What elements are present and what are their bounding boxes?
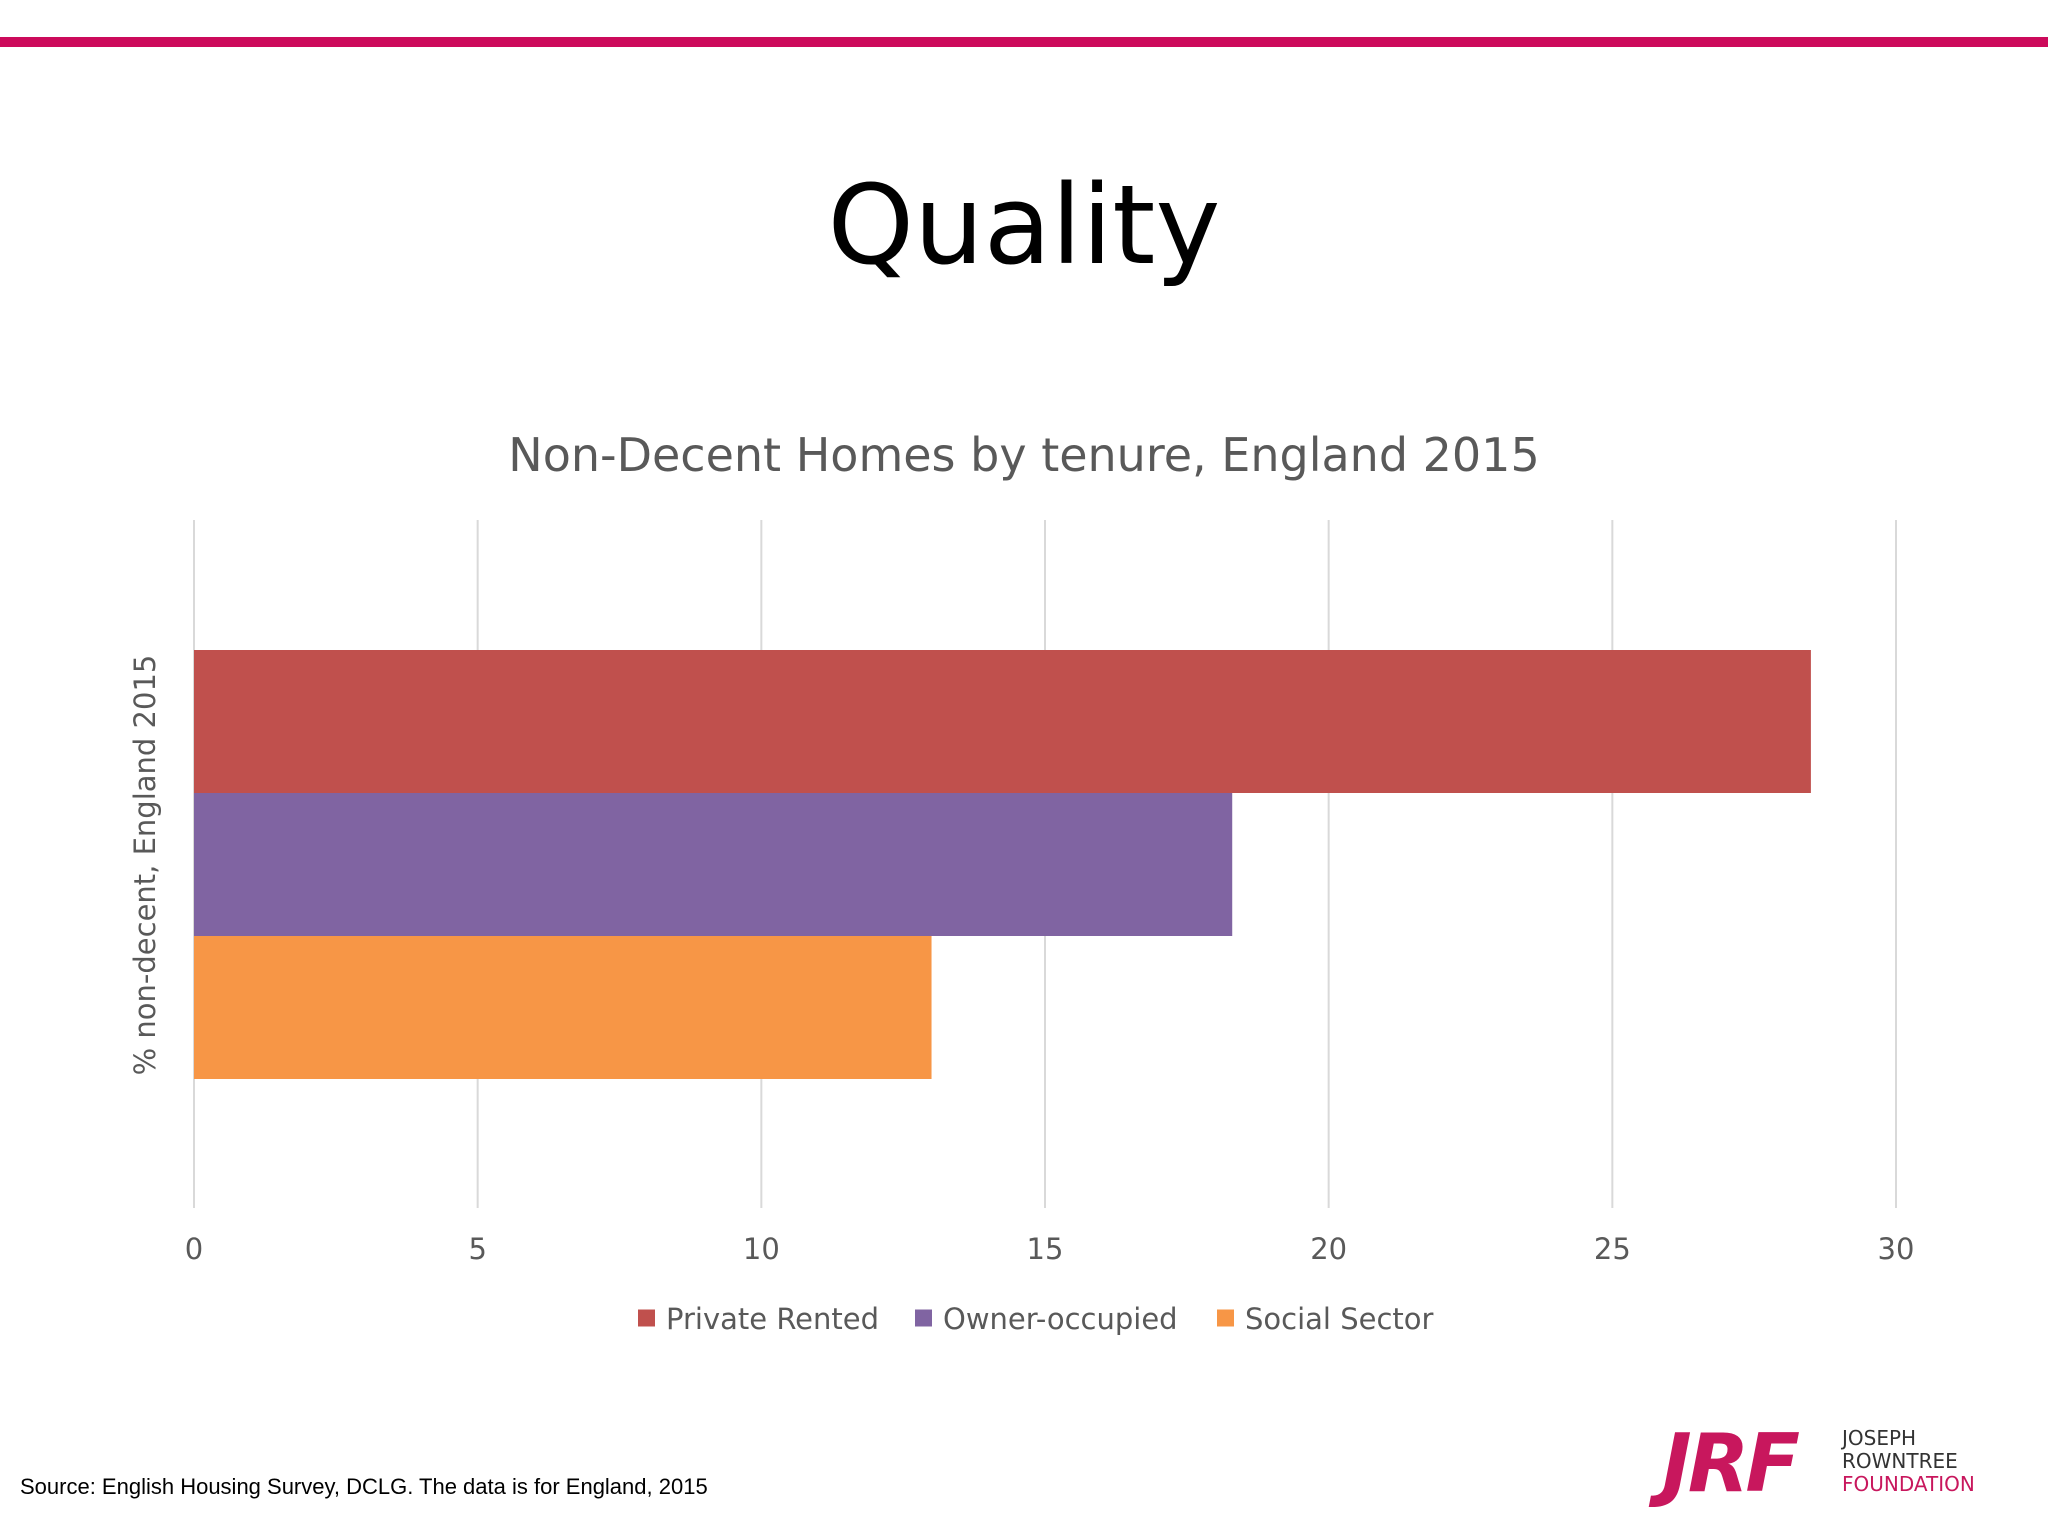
logo-line-2: ROWNTREE (1842, 1449, 1958, 1473)
legend: Private Rented Owner-occupied Social Secto… (638, 1302, 1434, 1336)
x-tick-label: 20 (1310, 1232, 1347, 1266)
y-axis-label: % non-decent, England 2015 (128, 655, 162, 1076)
top-accent-bar (0, 37, 2048, 47)
x-tick-label: 30 (1878, 1232, 1915, 1266)
bar-private-rented (194, 650, 1811, 793)
logo-letters: JRF (1662, 1417, 1800, 1510)
x-tick-label: 15 (1027, 1232, 1064, 1266)
logo-wordmark: JOSEPH ROWNTREE FOUNDATION (1842, 1427, 1975, 1496)
legend-swatch (915, 1309, 932, 1327)
x-tick-label: 5 (468, 1232, 486, 1266)
chart-title: Non-Decent Homes by tenure, England 2015 (508, 428, 1540, 482)
x-tick-label: 25 (1594, 1232, 1631, 1266)
x-axis-ticks: 0 5 10 15 20 25 30 (185, 1232, 1915, 1266)
bar-owner-occupied (194, 793, 1233, 936)
legend-label: Social Sector (1245, 1302, 1434, 1336)
legend-swatch (1217, 1309, 1234, 1327)
slide-title: Quality (827, 161, 1221, 289)
jrf-logo: JRF JOSEPH ROWNTREE FOUNDATION (1662, 1424, 2002, 1504)
logo-line-3: FOUNDATION (1842, 1472, 1975, 1496)
bars (194, 650, 1811, 1079)
logo-line-1: JOSEPH (1842, 1426, 1917, 1450)
chart: 0 5 10 15 20 25 30 % non-decent, England 2015 … (128, 520, 1915, 1336)
bar-social-sector (194, 936, 932, 1079)
legend-label: Private Rented (666, 1302, 879, 1336)
legend-swatch (638, 1309, 655, 1327)
legend-label: Owner-occupied (943, 1302, 1178, 1336)
x-tick-label: 10 (743, 1232, 780, 1266)
source-note: Source: English Housing Survey, DCLG. Th… (20, 1474, 708, 1499)
x-tick-label: 0 (185, 1232, 203, 1266)
